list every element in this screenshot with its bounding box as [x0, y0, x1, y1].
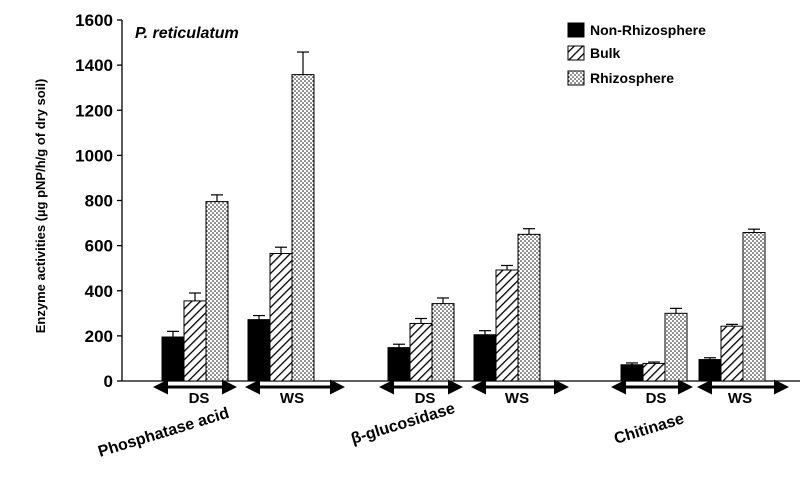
error-bars: [167, 51, 760, 365]
bar-bulk: [495, 269, 519, 382]
y-tick-label: 800: [85, 192, 113, 211]
season-label: WS: [505, 390, 529, 407]
legend-swatch-rhizosphere: [567, 70, 585, 86]
bar-non-rhizosphere: [247, 319, 271, 382]
y-tick-label: 400: [85, 282, 113, 301]
bar-rhizosphere: [517, 233, 541, 382]
bar-non-rhizosphere: [698, 359, 722, 382]
bar-non-rhizosphere: [161, 336, 185, 382]
bar-non-rhizosphere: [387, 347, 411, 382]
season-label: DS: [189, 390, 210, 407]
bar-rhizosphere: [291, 74, 315, 382]
bar-rhizosphere: [664, 312, 688, 382]
bar-rhizosphere: [205, 201, 229, 382]
y-tick-label: 600: [85, 237, 113, 256]
bar-bulk: [642, 362, 666, 382]
plot-area: 0 200 400 600 800 1000 1200 1400 1600: [75, 11, 800, 391]
bar-bulk: [409, 322, 433, 382]
bar-non-rhizosphere: [473, 334, 497, 382]
season-label: WS: [728, 390, 752, 407]
legend-swatch-bulk: [567, 45, 585, 61]
bars: [161, 74, 766, 382]
legend-label-non-rhizosphere: Non-Rhizosphere: [590, 22, 706, 38]
y-tick-label: 1200: [75, 101, 113, 120]
y-ticks: 0 200 400 600 800 1000 1200 1400 1600: [75, 11, 122, 391]
bar-non-rhizosphere: [620, 364, 644, 382]
bar-bulk: [269, 253, 293, 382]
y-tick-label: 0: [104, 372, 113, 391]
bar-rhizosphere: [431, 303, 455, 382]
legend: Non-Rhizosphere Bulk Rhizosphere: [567, 22, 706, 86]
legend-label-rhizosphere: Rhizosphere: [590, 70, 674, 86]
legend-label-bulk: Bulk: [590, 45, 621, 61]
bar-rhizosphere: [742, 232, 766, 382]
season-label: DS: [646, 390, 667, 407]
season-arrows: DS WS DS WS DS WS: [153, 379, 789, 407]
group-label-beta-glucosidase: β-glucosidase: [349, 400, 457, 448]
group-labels: Phosphatase acid β-glucosidase Chitinase: [96, 400, 686, 461]
y-tick-label: 1400: [75, 56, 113, 75]
y-tick-label: 1000: [75, 146, 113, 165]
species-annotation: P. reticulatum: [135, 25, 239, 42]
group-label-phosphatase-acid: Phosphatase acid: [96, 405, 231, 461]
legend-swatch-non-rhizosphere: [567, 22, 585, 38]
season-label: WS: [280, 390, 304, 407]
y-axis-label: Enzyme activities (µg pNP/h/g of dry soi…: [33, 79, 48, 334]
bar-bulk: [720, 325, 744, 382]
group-label-chitinase: Chitinase: [612, 410, 686, 447]
season-label: DS: [415, 390, 436, 407]
y-tick-label: 200: [85, 327, 113, 346]
y-tick-label: 1600: [75, 11, 113, 30]
bar-bulk: [183, 300, 207, 382]
